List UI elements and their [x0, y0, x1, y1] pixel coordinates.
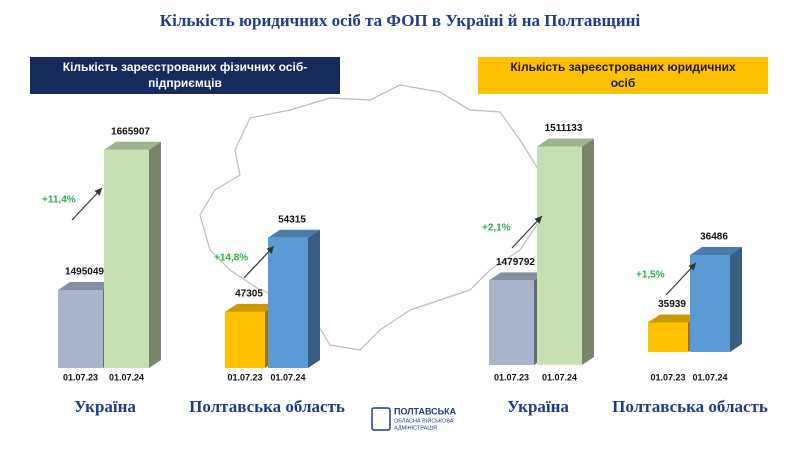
bar	[537, 146, 582, 365]
bar	[104, 149, 149, 368]
bar	[489, 280, 534, 365]
logo-text: ОБЛАСНА ВІЙСЬКОВА	[394, 416, 454, 424]
value-label: 35939	[658, 299, 686, 310]
bar	[690, 255, 730, 352]
section-header-text: підприємців	[148, 76, 222, 90]
caption: Україна	[507, 397, 569, 416]
x-tick-label: 01.07.23	[63, 372, 98, 382]
logo-icon	[371, 407, 391, 431]
caption: Полтавська область	[612, 397, 768, 416]
value-label: 47305	[235, 289, 263, 300]
bar	[225, 311, 265, 368]
annotation: +2,1%	[482, 223, 511, 234]
bar-top	[268, 229, 320, 238]
x-tick-label: 01.07.24	[692, 372, 727, 382]
bar-side	[149, 141, 161, 368]
trend-arrow	[71, 187, 103, 221]
section-header-text: Кількість зареєстрованих юридичних	[510, 60, 736, 74]
annotation: +1,5%	[636, 270, 665, 281]
bar-side	[582, 138, 594, 365]
trend-arrow	[243, 245, 275, 279]
annotation: +14,8%	[214, 253, 248, 264]
x-tick-label: 01.07.24	[109, 372, 144, 382]
bar-side	[730, 247, 742, 352]
title: Кількість юридичних осіб та ФОП в Україн…	[160, 11, 641, 30]
value-label: 54315	[278, 214, 306, 225]
bar-top	[58, 281, 115, 290]
logo-text: АДМІНІСТРАЦІЯ	[394, 425, 437, 431]
bar	[648, 322, 688, 352]
caption: Україна	[74, 397, 136, 416]
bar-top	[489, 272, 546, 281]
value-label: 36486	[700, 232, 728, 243]
section-header	[478, 57, 768, 94]
bar-side	[308, 229, 320, 368]
value-label: 1479792	[496, 257, 535, 268]
section-header-text: Кількість зареєстрованих фізичних осіб-	[63, 60, 307, 74]
section-header	[30, 57, 340, 94]
value-label: 1665907	[111, 126, 150, 137]
x-tick-label: 01.07.24	[270, 372, 305, 382]
value-label: 1495049	[65, 267, 104, 278]
bar	[58, 289, 103, 368]
bar-top	[104, 141, 161, 150]
annotation: +11,4%	[42, 195, 76, 206]
trend-arrow	[665, 262, 697, 296]
bar-top	[648, 314, 700, 323]
bar	[268, 237, 308, 368]
bar-top	[537, 138, 594, 147]
x-tick-label: 01.07.23	[494, 372, 529, 382]
trend-arrow	[511, 215, 543, 249]
bar-top	[690, 247, 742, 256]
x-tick-label: 01.07.23	[650, 372, 685, 382]
value-label: 1511133	[545, 123, 583, 134]
x-tick-label: 01.07.23	[227, 372, 262, 382]
x-tick-label: 01.07.24	[542, 372, 577, 382]
logo-text: ПОЛТАВСЬКА	[394, 406, 457, 416]
bar-top	[225, 303, 277, 312]
caption: Полтавська область	[189, 397, 345, 416]
section-header-text: осіб	[611, 76, 636, 90]
